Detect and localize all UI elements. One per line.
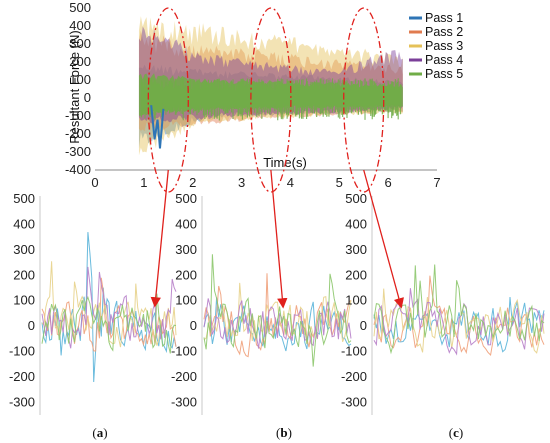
panel-y-tick: 300	[13, 242, 35, 257]
zoom-arrow	[150, 169, 169, 308]
zoom-arrows	[150, 169, 404, 309]
panel-y-tick: 500	[13, 191, 35, 206]
legend-label: Pass 3	[425, 39, 463, 53]
panel-a: 500 400 300 200 100 0 -100 -200 -300	[9, 191, 177, 415]
main-y-tick: -100	[65, 108, 91, 123]
highlight-ellipse	[343, 7, 385, 193]
main-y-tick: -400	[65, 162, 91, 177]
main-chart-bands	[138, 16, 403, 156]
panel-b: 500 400 300 200 100 0 -100 -200 -300	[171, 191, 352, 415]
main-chart: 500 400 300 200 100 0 -100 -200 -300 -400 0 1 2 3 4 5 6…	[65, 0, 463, 193]
panel-y-tick: -200	[171, 369, 197, 384]
main-y-tick: -200	[65, 126, 91, 141]
main-x-tick: 1	[140, 175, 147, 190]
panel-y-tick: 100	[13, 293, 35, 308]
panel-label: (a)	[92, 425, 107, 440]
main-x-tick: 3	[238, 175, 245, 190]
main-y-tick: 100	[69, 72, 91, 87]
panel-y-tick: 0	[360, 318, 367, 333]
panel-trace	[41, 232, 177, 383]
panel-trace	[41, 293, 177, 354]
zoom-arrow	[270, 169, 288, 309]
legend-item-pass-4: Pass 4	[409, 53, 463, 67]
panel-trace	[203, 298, 352, 349]
panel-y-tick: 100	[175, 293, 197, 308]
highlight-ellipse	[250, 7, 292, 193]
panel-y-tick: 500	[175, 191, 197, 206]
main-y-tick: 0	[84, 90, 91, 105]
panel-y-tick: 100	[345, 293, 367, 308]
panel-trace	[373, 275, 545, 357]
panel-y-tick: 500	[345, 191, 367, 206]
panel-y-tick: 400	[345, 216, 367, 231]
main-x-tick: 7	[433, 175, 440, 190]
panel-y-tick: -300	[341, 394, 367, 409]
legend-item-pass-5: Pass 5	[409, 67, 463, 81]
zoom-arrow	[363, 169, 404, 309]
main-x-tick: 0	[91, 175, 98, 190]
panel-y-tick: 300	[345, 242, 367, 257]
legend-label: Pass 5	[425, 67, 463, 81]
panel-y-tick: 400	[13, 216, 35, 231]
legend-item-pass-1: Pass 1	[409, 11, 463, 25]
main-x-tick-labels: 0 1 2 3 4 5 6 7	[91, 175, 440, 190]
panel-y-tick: 200	[345, 267, 367, 282]
panel-trace	[373, 288, 545, 354]
panel-y-tick: -200	[341, 369, 367, 384]
panel-c: 500 400 300 200 100 0 -100 -200 -300	[341, 191, 545, 415]
panel-y-tick: 300	[175, 242, 197, 257]
panel-labels: (a) (b) (c)	[92, 425, 463, 440]
panel-y-tick: 0	[190, 318, 197, 333]
legend-label: Pass 2	[425, 25, 463, 39]
panel-label: (b)	[276, 425, 292, 440]
main-y-tick: 500	[69, 0, 91, 15]
panel-y-tick: -200	[9, 369, 35, 384]
legend-label: Pass 4	[425, 53, 463, 67]
panel-y-tick: 200	[175, 267, 197, 282]
panel-trace	[373, 296, 545, 353]
panel-y-tick: 200	[13, 267, 35, 282]
panel-y-tick: 0	[28, 318, 35, 333]
panel-trace	[373, 288, 545, 356]
panel-label: (c)	[449, 425, 463, 440]
panel-y-tick: 400	[175, 216, 197, 231]
highlight-ellipses	[147, 7, 385, 193]
legend-label: Pass 1	[425, 11, 463, 25]
pass-1-spike	[150, 105, 165, 149]
panel-y-tick: -100	[341, 343, 367, 358]
panel-y-tick: -300	[9, 394, 35, 409]
main-y-axis-label: Resultant Force (N)	[67, 30, 82, 143]
main-x-tick: 6	[385, 175, 392, 190]
main-y-tick: -300	[65, 144, 91, 159]
main-y-tick-labels: 500 400 300 200 100 0 -100 -200 -300 -400	[65, 0, 91, 177]
panel-y-tick: -100	[171, 343, 197, 358]
highlight-ellipse	[147, 7, 189, 193]
panel-y-tick: -300	[171, 394, 197, 409]
main-y-tick: 400	[69, 18, 91, 33]
main-x-tick: 2	[189, 175, 196, 190]
main-y-tick: 200	[69, 54, 91, 69]
main-y-tick: 300	[69, 36, 91, 51]
panel-y-tick: -100	[9, 343, 35, 358]
main-x-tick: 5	[336, 175, 343, 190]
panel-trace	[203, 254, 352, 367]
main-x-tick: 4	[287, 175, 294, 190]
legend-item-pass-3: Pass 3	[409, 39, 463, 53]
legend-item-pass-2: Pass 2	[409, 25, 463, 39]
